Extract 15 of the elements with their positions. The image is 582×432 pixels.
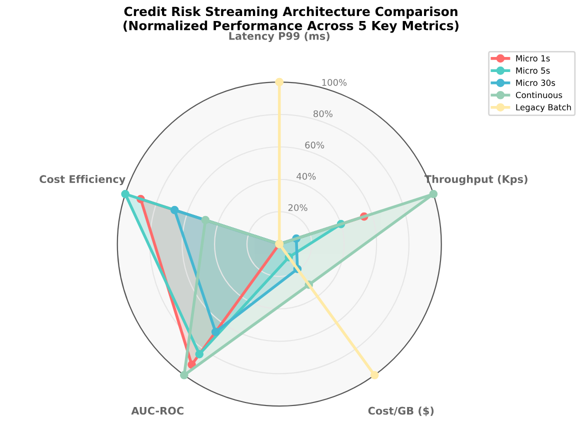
spoke-label: Cost/GB ($)	[368, 406, 434, 416]
legend-label: Micro 30s	[516, 79, 556, 86]
y-tick-label: 80%	[314, 110, 332, 118]
chart-title: Credit Risk Streaming Architecture Comparison (Normalized Performance Across 5 Key Metrics)	[124, 6, 458, 33]
spoke-label: Cost Efficiency	[40, 174, 126, 186]
y-tick-label: 100%	[322, 79, 347, 86]
legend-label: Legacy Batch	[516, 104, 571, 112]
y-tick-label: 40%	[296, 172, 316, 180]
y-tick-label: 60%	[305, 142, 324, 148]
y-tick-label: 20%	[288, 204, 308, 212]
spoke-label: AUC-ROC	[131, 406, 184, 415]
legend-label: Micro 1s	[516, 55, 550, 62]
spoke-label: Latency P99 (ms)	[229, 32, 330, 42]
legend-label: Continuous	[516, 92, 562, 98]
legend-label: Micro 5s	[516, 67, 550, 74]
